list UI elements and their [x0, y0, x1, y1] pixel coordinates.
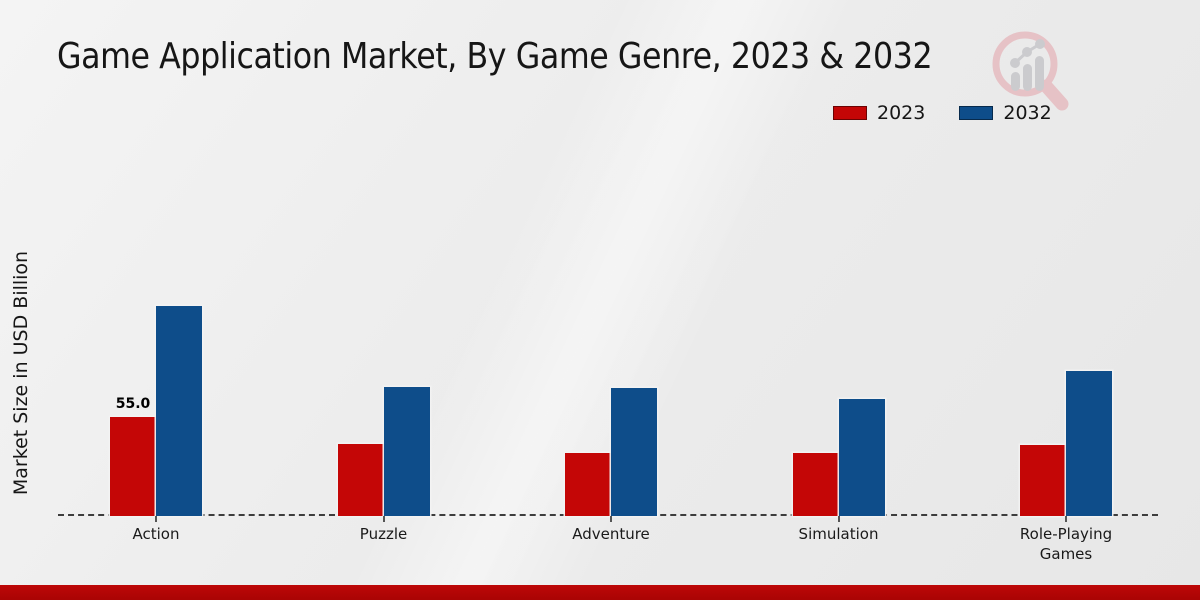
- x-axis-category-label: Puzzle: [359, 525, 408, 543]
- chart-title: Game Application Market, By Game Genre, …: [57, 36, 933, 77]
- bar-value-label: 55.0: [115, 396, 151, 412]
- x-axis-tick: [382, 516, 385, 522]
- legend-item-2032: 2032: [959, 102, 1052, 124]
- legend-label-2032: 2032: [1003, 102, 1052, 124]
- legend: 2023 2032: [833, 102, 1052, 124]
- legend-label-2023: 2023: [877, 102, 926, 124]
- x-axis-category-label: Adventure: [572, 525, 650, 543]
- bar-2023-action: [110, 417, 156, 516]
- x-axis-tick: [1065, 516, 1067, 522]
- legend-swatch-2023: [833, 106, 867, 120]
- x-axis-tick: [610, 516, 612, 522]
- magnifier-growth-chart-logo-icon: [992, 31, 1069, 111]
- x-axis-tick: [837, 516, 840, 522]
- legend-swatch-2032: [959, 106, 994, 120]
- bar-2032-puzzle: [383, 387, 430, 516]
- x-axis-category-label: Role-Playing Games: [1019, 525, 1113, 563]
- bar-2023-adventure: [565, 453, 611, 516]
- bar-2032-adventure: [611, 388, 657, 516]
- x-axis-category-label: Action: [132, 525, 180, 543]
- bar-2023-puzzle: [337, 444, 384, 516]
- x-axis-tick: [155, 516, 157, 522]
- bar-2023-simulation: [792, 453, 839, 516]
- legend-item-2023: 2023: [833, 102, 925, 124]
- footer-accent-bar: [0, 585, 1200, 600]
- bar-2023-role-playing-games: [1020, 445, 1066, 516]
- bar-2032-simulation: [838, 399, 885, 516]
- x-axis-category-label: Simulation: [798, 525, 879, 543]
- bar-2032-action: [156, 306, 202, 516]
- bar-2032-role-playing-games: [1066, 371, 1112, 516]
